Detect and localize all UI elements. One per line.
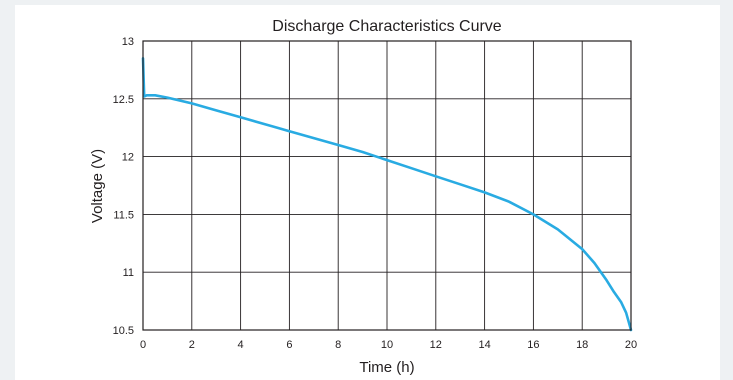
y-tick-label: 12.5 (113, 94, 134, 106)
tick-labels: 0 2 4 6 8 10 12 14 16 18 20 10.5 11 11.5 12 12.5 13 (113, 36, 638, 351)
y-tick-label: 11.5 (113, 209, 134, 221)
y-tick-label: 13 (122, 36, 134, 48)
x-tick-label: 16 (527, 339, 539, 351)
chart-card (15, 5, 720, 380)
y-axis-label: Voltage (V) (89, 149, 106, 223)
chart-title: Discharge Characteristics Curve (272, 18, 502, 35)
x-tick-label: 18 (576, 339, 588, 351)
x-axis-label: Time (h) (359, 359, 414, 376)
x-tick-label: 10 (381, 339, 393, 351)
x-tick-label: 4 (238, 339, 244, 351)
y-tick-label: 10.5 (113, 325, 134, 337)
grid-lines (143, 41, 631, 330)
plot-frame (142, 40, 632, 331)
x-tick-label: 14 (478, 339, 490, 351)
x-tick-label: 6 (286, 339, 292, 351)
x-tick-label: 12 (430, 339, 442, 351)
y-tick-label: 12 (122, 152, 134, 164)
x-tick-label: 0 (140, 339, 146, 351)
series-layer (141, 56, 633, 332)
x-tick-label: 8 (335, 339, 341, 351)
x-tick-label: 20 (625, 339, 637, 351)
series-line-voltage (141, 56, 633, 332)
x-tick-label: 2 (189, 339, 195, 351)
y-tick-label: 11 (123, 267, 134, 279)
